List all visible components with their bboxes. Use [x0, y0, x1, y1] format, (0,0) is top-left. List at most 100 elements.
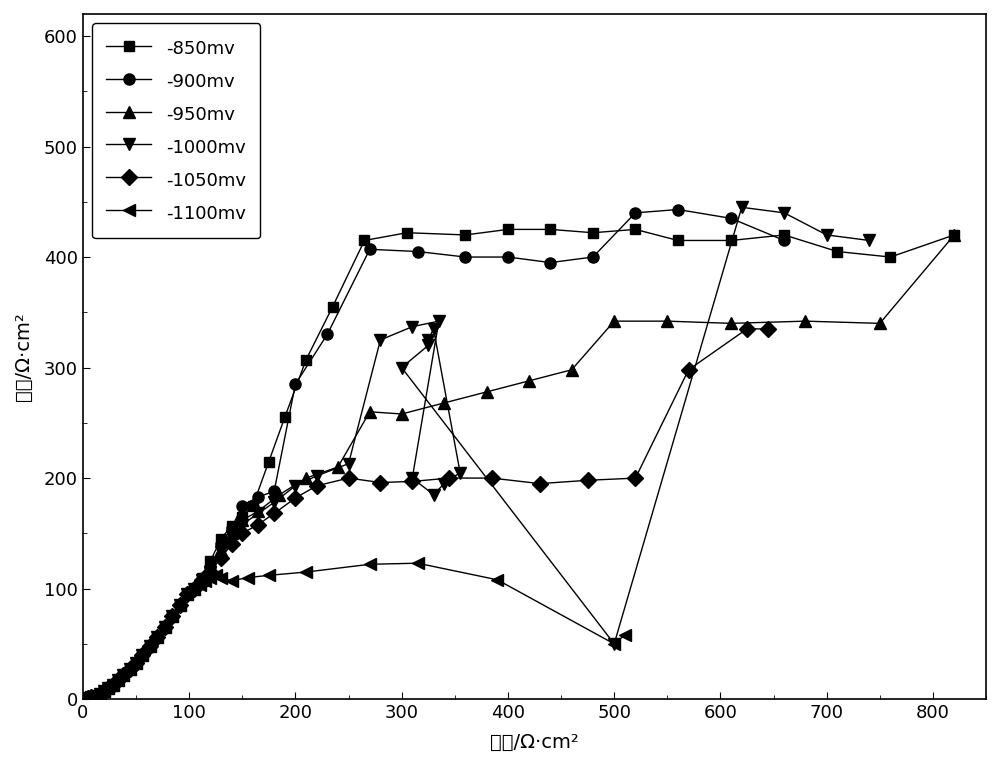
-950mv	[236, 516, 248, 525]
-850mv	[629, 224, 641, 234]
-1050mv	[102, 683, 114, 692]
-850mv	[587, 228, 599, 237]
-1000mv	[215, 548, 227, 557]
-950mv	[82, 693, 94, 702]
-1050mv	[166, 611, 178, 620]
X-axis label: 实部/Ω·cm²: 实部/Ω·cm²	[490, 733, 579, 752]
-1000mv	[117, 670, 129, 679]
-900mv	[268, 486, 280, 496]
-1100mv	[117, 670, 129, 679]
-1100mv	[90, 691, 102, 700]
-1000mv	[82, 693, 94, 702]
-850mv	[98, 687, 110, 696]
-900mv	[82, 693, 94, 702]
-1100mv	[82, 693, 94, 702]
-1100mv	[300, 568, 312, 577]
-1100mv	[107, 680, 119, 689]
-850mv	[831, 247, 843, 256]
-950mv	[117, 670, 129, 679]
-1000mv	[136, 650, 148, 660]
-850mv	[107, 680, 119, 689]
-950mv	[215, 545, 227, 555]
-900mv	[226, 523, 238, 532]
-850mv	[117, 670, 129, 679]
-850mv	[358, 236, 370, 245]
-850mv	[247, 501, 259, 510]
-950mv	[332, 463, 344, 472]
-1050mv	[117, 670, 129, 679]
-950mv	[396, 409, 408, 418]
-1000mv	[863, 236, 875, 245]
-850mv	[181, 590, 193, 599]
-1100mv	[263, 571, 275, 580]
-1050mv	[107, 680, 119, 689]
-950mv	[725, 319, 737, 328]
-900mv	[725, 214, 737, 223]
-1050mv	[98, 687, 110, 696]
-1100mv	[215, 573, 227, 582]
-950mv	[438, 398, 450, 408]
-900mv	[98, 687, 110, 696]
-950mv	[85, 692, 97, 702]
-900mv	[112, 676, 124, 685]
-850mv	[279, 413, 291, 422]
-1000mv	[188, 584, 200, 593]
-900mv	[144, 641, 156, 650]
-950mv	[799, 316, 811, 326]
-1100mv	[136, 650, 148, 660]
-950mv	[273, 490, 285, 499]
-850mv	[196, 573, 208, 582]
-900mv	[136, 650, 148, 660]
-950mv	[204, 564, 216, 573]
-1000mv	[778, 208, 790, 218]
-1000mv	[98, 687, 110, 696]
-1050mv	[374, 478, 386, 487]
-850mv	[159, 623, 171, 632]
-900mv	[544, 258, 556, 267]
-1000mv	[422, 336, 434, 345]
-850mv	[226, 521, 238, 530]
-1050mv	[151, 633, 163, 642]
-1050mv	[94, 689, 106, 698]
-1050mv	[629, 473, 641, 483]
-1000mv	[174, 601, 186, 610]
-1000mv	[268, 498, 280, 507]
Line: -1100mv: -1100mv	[82, 557, 631, 704]
-1100mv	[181, 590, 193, 599]
-1000mv	[166, 611, 178, 620]
-1050mv	[174, 601, 186, 610]
-850mv	[136, 650, 148, 660]
-950mv	[90, 691, 102, 700]
-1100mv	[194, 581, 206, 590]
-900mv	[196, 575, 208, 584]
-950mv	[661, 316, 673, 326]
-950mv	[112, 676, 124, 685]
-850mv	[401, 228, 413, 237]
-1100mv	[94, 689, 106, 698]
-850mv	[124, 665, 136, 674]
-1000mv	[374, 336, 386, 345]
-950mv	[523, 376, 535, 385]
-850mv	[174, 601, 186, 610]
-900mv	[502, 253, 514, 262]
-900mv	[124, 665, 136, 674]
-850mv	[102, 683, 114, 692]
-900mv	[181, 590, 193, 599]
-1000mv	[343, 459, 355, 468]
-950mv	[166, 611, 178, 620]
-850mv	[204, 556, 216, 565]
-900mv	[672, 205, 684, 214]
-1050mv	[136, 650, 148, 660]
-850mv	[130, 658, 142, 667]
-950mv	[98, 687, 110, 696]
Line: -900mv: -900mv	[83, 204, 790, 704]
-900mv	[459, 253, 471, 262]
-1050mv	[443, 473, 455, 483]
-850mv	[112, 676, 124, 685]
-1100mv	[144, 641, 156, 650]
-1050mv	[112, 676, 124, 685]
-1050mv	[130, 658, 142, 667]
-900mv	[236, 501, 248, 510]
-1100mv	[130, 658, 142, 667]
-900mv	[166, 611, 178, 620]
